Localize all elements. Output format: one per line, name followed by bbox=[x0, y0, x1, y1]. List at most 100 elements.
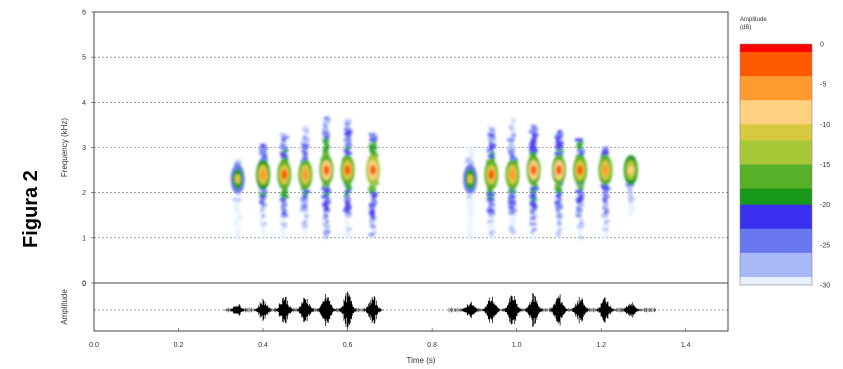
pulse-cell bbox=[487, 195, 494, 199]
pulse-cell bbox=[531, 214, 538, 218]
pulse-cell bbox=[344, 122, 351, 126]
x-tick-label: 0.6 bbox=[343, 342, 353, 349]
pulse-cell bbox=[489, 127, 495, 131]
pulse-cell bbox=[279, 132, 286, 137]
pulse-cell bbox=[528, 130, 537, 134]
pulse-core bbox=[488, 169, 495, 180]
pulse-cell bbox=[324, 119, 331, 123]
pulse-core bbox=[467, 174, 474, 185]
pulse-cell bbox=[323, 189, 331, 193]
x-tick-label: 0.8 bbox=[427, 342, 437, 349]
pulse-cell bbox=[233, 203, 240, 207]
pulse-cell bbox=[602, 227, 609, 231]
y-tick-label: 3 bbox=[82, 145, 86, 152]
pulse-cell bbox=[511, 233, 515, 237]
x-tick-label: 1.4 bbox=[681, 342, 691, 349]
waveform-burst bbox=[252, 298, 274, 322]
x-tick-label: 1.0 bbox=[512, 342, 522, 349]
pulse-cell bbox=[280, 192, 287, 196]
pulse-core bbox=[369, 165, 376, 176]
pulse-cell bbox=[510, 224, 514, 229]
pulse bbox=[365, 132, 380, 240]
pulse-core bbox=[302, 169, 309, 180]
colorbar-band bbox=[740, 244, 812, 254]
pulse-cell bbox=[530, 138, 537, 142]
amplitude-ticks: 0 bbox=[82, 281, 86, 288]
pulse-cell bbox=[345, 235, 352, 240]
pulse-cell bbox=[466, 192, 475, 196]
pulse-cell bbox=[324, 135, 329, 139]
pulse-cell bbox=[628, 199, 633, 203]
pulse-cell bbox=[489, 130, 496, 134]
pulse-cell bbox=[280, 154, 288, 158]
pulse-cell bbox=[322, 216, 328, 221]
pulse-cell bbox=[300, 140, 308, 145]
pulse-cell bbox=[371, 197, 376, 202]
pulse-cell bbox=[344, 224, 349, 229]
pulse-cell bbox=[465, 235, 472, 240]
pulse-cell bbox=[530, 192, 536, 196]
colorbar-tick-label: -15 bbox=[820, 162, 830, 169]
pulse-cell bbox=[468, 208, 475, 212]
pulse-cell bbox=[602, 224, 608, 229]
pulse-cell bbox=[369, 219, 375, 223]
colorbar-band bbox=[740, 220, 812, 230]
pulse-cell bbox=[234, 230, 242, 234]
colorbar-band bbox=[740, 212, 812, 222]
pulse-cell bbox=[530, 197, 538, 202]
pulse-cell bbox=[466, 157, 472, 161]
pulse bbox=[463, 146, 478, 240]
pulse-cell bbox=[344, 132, 352, 137]
pulse-cell bbox=[509, 216, 516, 221]
pulse-cell bbox=[261, 214, 265, 218]
pulse-cell bbox=[510, 208, 517, 212]
pulse-cell bbox=[345, 151, 352, 156]
colorbar-band bbox=[740, 260, 812, 270]
pulse-cell bbox=[628, 194, 633, 198]
pulse bbox=[623, 155, 638, 217]
colorbar-band bbox=[740, 44, 812, 53]
pulse-cell bbox=[258, 219, 266, 223]
pulse-cell bbox=[603, 200, 608, 204]
colorbar-band bbox=[740, 92, 812, 101]
pulse-cell bbox=[628, 213, 633, 217]
pulse-cell bbox=[302, 216, 311, 221]
pulse-cell bbox=[576, 149, 585, 153]
pulse-cell bbox=[303, 132, 310, 137]
pulse-cell bbox=[556, 132, 564, 137]
colorbar-band bbox=[740, 268, 812, 278]
pulse-cell bbox=[300, 197, 308, 202]
pulse-cell bbox=[576, 200, 582, 204]
pulse-cell bbox=[555, 233, 562, 237]
pulse-cell bbox=[370, 151, 377, 156]
pulse-cell bbox=[282, 224, 287, 229]
pulse-cell bbox=[301, 222, 307, 226]
colorbar-band bbox=[740, 108, 812, 117]
pulse-cell bbox=[576, 143, 583, 147]
pulse bbox=[551, 130, 566, 240]
pulse-cell bbox=[302, 154, 308, 158]
waveform-burst bbox=[548, 294, 571, 326]
pulse-cell bbox=[259, 149, 267, 153]
pulse-cell bbox=[261, 235, 266, 240]
pulse-cell bbox=[557, 235, 561, 240]
pulse-cell bbox=[369, 146, 378, 150]
pulse-cell bbox=[490, 216, 495, 221]
pulse-cell bbox=[509, 122, 516, 126]
pulse-cell bbox=[235, 216, 243, 221]
pulse-cell bbox=[343, 149, 350, 153]
pulse-cell bbox=[280, 206, 285, 210]
pulse-cell bbox=[281, 135, 289, 139]
pulse-cell bbox=[370, 192, 378, 196]
pulse-cell bbox=[488, 135, 496, 139]
pulse-cell bbox=[602, 192, 608, 196]
pulse-cell bbox=[343, 208, 350, 212]
pulse-cell bbox=[466, 203, 475, 207]
pulse-cell bbox=[345, 189, 351, 193]
pulse-cell bbox=[508, 195, 516, 199]
pulse-cell bbox=[468, 154, 474, 158]
pulse-cell bbox=[281, 200, 287, 204]
pulse-cell bbox=[234, 200, 241, 204]
pulse-cell bbox=[346, 135, 352, 139]
pulse-cell bbox=[280, 140, 287, 145]
